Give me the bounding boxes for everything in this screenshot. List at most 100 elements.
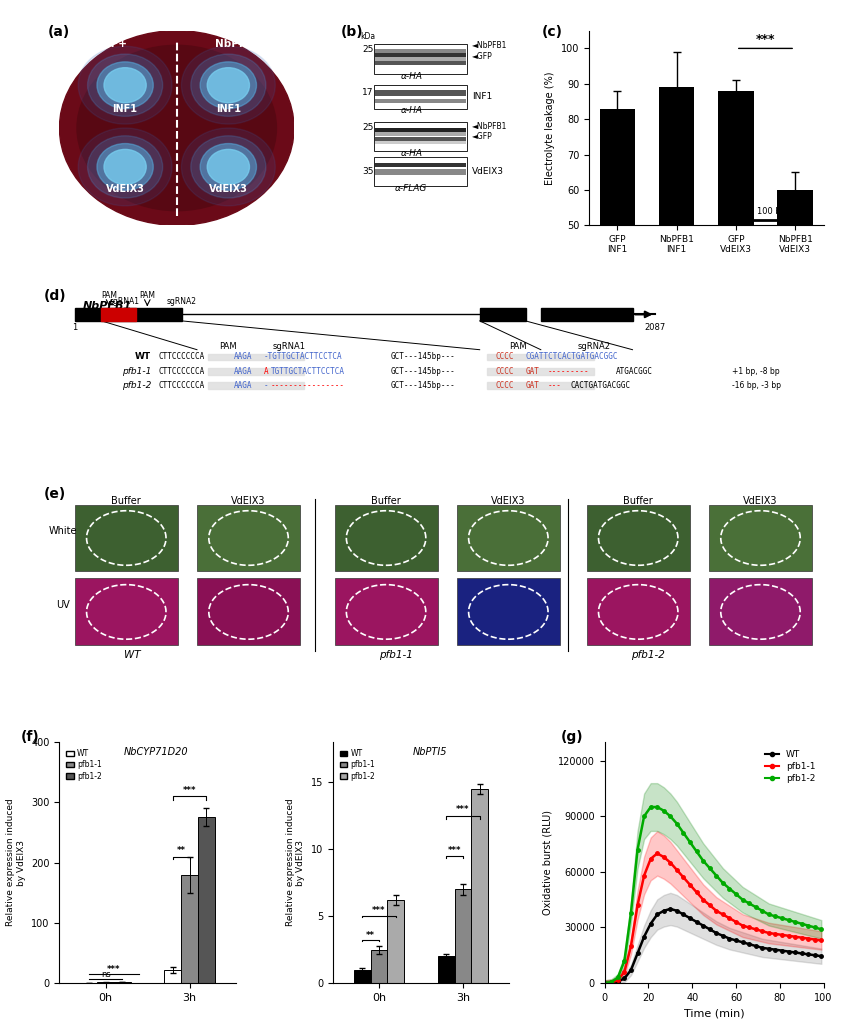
Text: VdEIX3: VdEIX3 [472, 167, 503, 176]
WT [599, 977, 610, 989]
pfb1-2 [633, 844, 643, 856]
Bar [599, 109, 635, 402]
pfb1-1 [810, 933, 820, 945]
Bar [375, 132, 466, 136]
Bar [375, 137, 466, 140]
pfb1-2 [613, 972, 623, 984]
Text: Buffer: Buffer [623, 496, 653, 506]
Circle shape [87, 54, 163, 117]
Text: sgRNA2: sgRNA2 [578, 342, 610, 351]
pfb1-2 [652, 801, 662, 813]
Text: AAGA: AAGA [233, 381, 252, 390]
Circle shape [191, 136, 266, 198]
pfb1-2 [685, 836, 695, 848]
Text: ***: *** [448, 846, 461, 855]
Text: VdEIX3: VdEIX3 [743, 496, 778, 506]
Text: -: - [263, 381, 268, 390]
pfb1-2 [803, 920, 813, 932]
Text: CCCC: CCCC [496, 367, 514, 376]
pfb1-2 [724, 883, 734, 895]
Text: CCCC: CCCC [496, 352, 514, 361]
WT [645, 918, 655, 930]
Text: ◄NbPFB1: ◄NbPFB1 [472, 122, 507, 130]
WT [606, 977, 616, 989]
Circle shape [78, 46, 172, 124]
pfb1-1 [724, 912, 734, 925]
pfb1-2 [705, 862, 715, 874]
Bar [374, 122, 467, 152]
pfb1-1 [731, 915, 741, 928]
pfb1-2 [738, 894, 748, 906]
Text: NbPFB1+: NbPFB1+ [215, 39, 270, 48]
Text: UV: UV [56, 600, 70, 610]
Text: INF1: INF1 [216, 104, 241, 115]
Bar [375, 98, 466, 102]
Circle shape [191, 54, 266, 117]
Bar [165, 970, 181, 983]
Circle shape [200, 61, 256, 109]
Text: GFP+: GFP+ [95, 39, 127, 48]
Text: GCT---145bp---: GCT---145bp--- [391, 352, 456, 361]
Text: PAM: PAM [101, 291, 117, 300]
pfb1-1 [639, 869, 649, 882]
Bar [371, 949, 387, 983]
pfb1-2 [744, 897, 754, 909]
Bar [375, 52, 466, 57]
Text: ---: --- [548, 381, 562, 390]
pfb1-2 [810, 922, 820, 934]
Bar [335, 505, 438, 571]
Bar [374, 85, 467, 109]
Circle shape [182, 46, 275, 124]
Circle shape [104, 68, 146, 102]
Text: ◄NbPFB1: ◄NbPFB1 [472, 41, 507, 50]
Bar [457, 579, 559, 645]
Circle shape [78, 128, 172, 206]
pfb1-2 [645, 801, 655, 813]
pfb1-1 [784, 930, 794, 942]
Bar [457, 505, 559, 571]
pfb1-2 [790, 915, 800, 928]
Circle shape [207, 68, 250, 102]
Bar [709, 579, 812, 645]
Text: ***: *** [107, 965, 121, 974]
Text: pfb1-2: pfb1-2 [121, 381, 151, 390]
pfb1-1 [659, 851, 669, 863]
WT [738, 936, 748, 948]
Y-axis label: Electrolyte leakage (%): Electrolyte leakage (%) [545, 72, 555, 184]
Text: CACTGATGACGGC: CACTGATGACGGC [571, 381, 631, 390]
Legend: WT, pfb1-1, pfb1-2: WT, pfb1-1, pfb1-2 [762, 746, 819, 786]
Text: ATGACGGC: ATGACGGC [616, 367, 653, 376]
Text: VdEIX3: VdEIX3 [105, 184, 144, 195]
pfb1-1 [796, 932, 807, 944]
pfb1-2 [816, 924, 826, 936]
Bar [541, 308, 633, 321]
pfb1-1 [705, 899, 715, 911]
WT [666, 903, 676, 915]
Bar [454, 890, 471, 983]
Text: WT: WT [124, 649, 140, 659]
pfb1-1 [606, 976, 616, 988]
Bar [354, 970, 371, 983]
Text: GCT---145bp---: GCT---145bp--- [391, 381, 456, 390]
pfb1-2 [757, 904, 767, 916]
WT [639, 931, 649, 943]
pfb1-2 [764, 908, 774, 921]
pfb1-2 [672, 817, 682, 829]
Text: VdEIX3: VdEIX3 [231, 496, 266, 506]
pfb1-1 [652, 847, 662, 859]
Text: ***: *** [456, 805, 469, 814]
Text: pfb1-2: pfb1-2 [631, 649, 665, 659]
Bar [197, 505, 300, 571]
Legend: WT, pfb1-1, pfb1-2: WT, pfb1-1, pfb1-2 [337, 746, 378, 783]
pfb1-2 [796, 918, 807, 930]
Text: ns: ns [101, 970, 110, 979]
Bar [198, 817, 215, 983]
pfb1-2 [659, 805, 669, 817]
Text: (b): (b) [341, 25, 363, 39]
Circle shape [182, 128, 275, 206]
pfb1-1 [645, 853, 655, 865]
pfb1-2 [626, 906, 636, 919]
WT [626, 964, 636, 976]
Text: 25: 25 [362, 45, 374, 53]
Text: α-HA: α-HA [401, 73, 422, 81]
